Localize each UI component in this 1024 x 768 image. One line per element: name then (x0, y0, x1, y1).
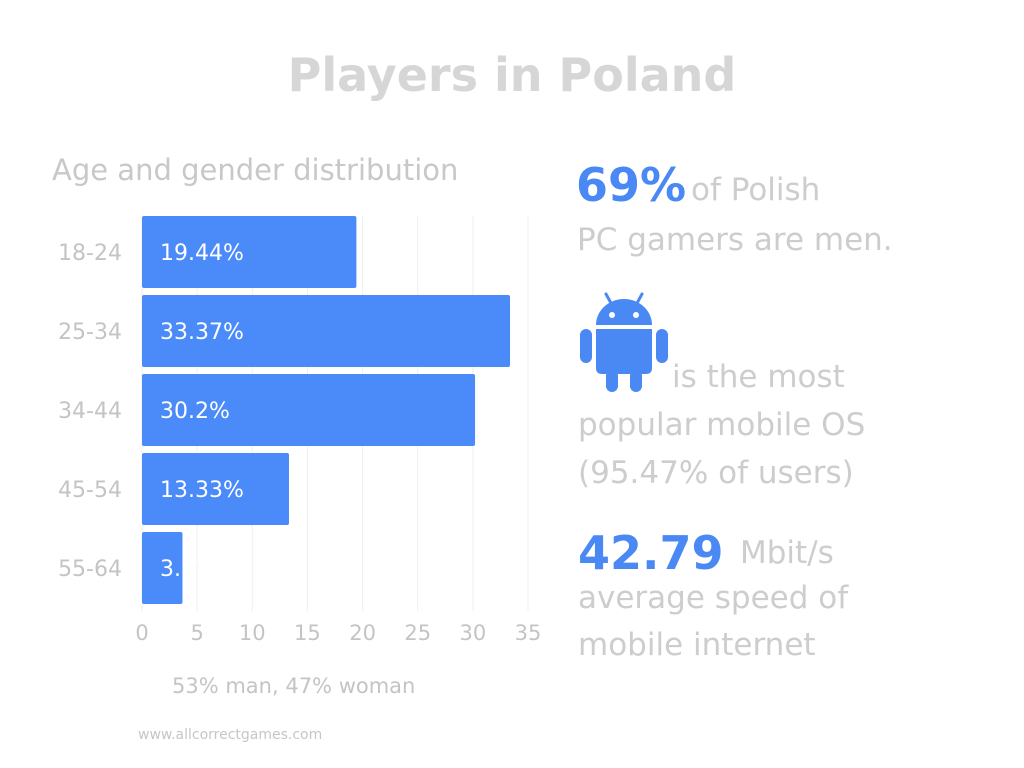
category-label-34-44: 34-44 (58, 399, 122, 424)
x-tick-0: 0 (135, 621, 148, 645)
value-label-34-44: 30.2% (160, 399, 230, 424)
os-stat-text-2: popular mobile OS (578, 407, 866, 443)
internet-speed-value: 42.79 (578, 526, 724, 580)
x-tick-5: 5 (190, 621, 203, 645)
age-distribution-chart: 18-24 19.44% 25-34 33.37% 34-44 30.2% 45-54 13.… (58, 216, 542, 645)
bar-55-64 (142, 532, 183, 604)
android-icon (580, 292, 668, 392)
chart-title: Age and gender distribution (52, 153, 459, 187)
bar-34-44 (142, 374, 476, 446)
internet-speed-unit: Mbit/s (740, 535, 834, 571)
value-label-25-34: 33.37% (160, 320, 244, 345)
category-label-55-64: 55-64 (58, 557, 122, 582)
x-tick-10: 10 (239, 621, 266, 645)
value-label-45-54: 13.33% (160, 478, 244, 503)
x-tick-35: 35 (515, 621, 542, 645)
men-stat-text-1: of Polish (691, 172, 821, 208)
x-tick-20: 20 (349, 621, 376, 645)
value-label-55-64: 3.67% (160, 557, 230, 582)
category-label-18-24: 18-24 (58, 241, 122, 266)
men-percentage-value: 69% (576, 158, 687, 212)
gender-caption: 53% man, 47% woman (172, 674, 416, 698)
page-title: Players in Poland (287, 48, 737, 102)
os-stat-text-3: (95.47% of users) (578, 455, 854, 491)
x-tick-25: 25 (404, 621, 431, 645)
category-label-45-54: 45-54 (58, 478, 122, 503)
x-tick-30: 30 (459, 621, 486, 645)
internet-stat-text-2: mobile internet (578, 627, 816, 663)
bar-25-34 (142, 295, 511, 367)
bar-45-54 (142, 453, 290, 525)
internet-stat-text-1: average speed of (578, 580, 849, 616)
x-tick-15: 15 (294, 621, 321, 645)
os-stat-text-1: is the most (672, 359, 845, 395)
footer-link[interactable]: www.allcorrectgames.com (138, 727, 323, 743)
value-label-18-24: 19.44% (160, 241, 244, 266)
men-stat-text-2: PC gamers are men. (577, 222, 893, 258)
category-label-25-34: 25-34 (58, 320, 122, 345)
bar-18-24 (142, 216, 357, 288)
